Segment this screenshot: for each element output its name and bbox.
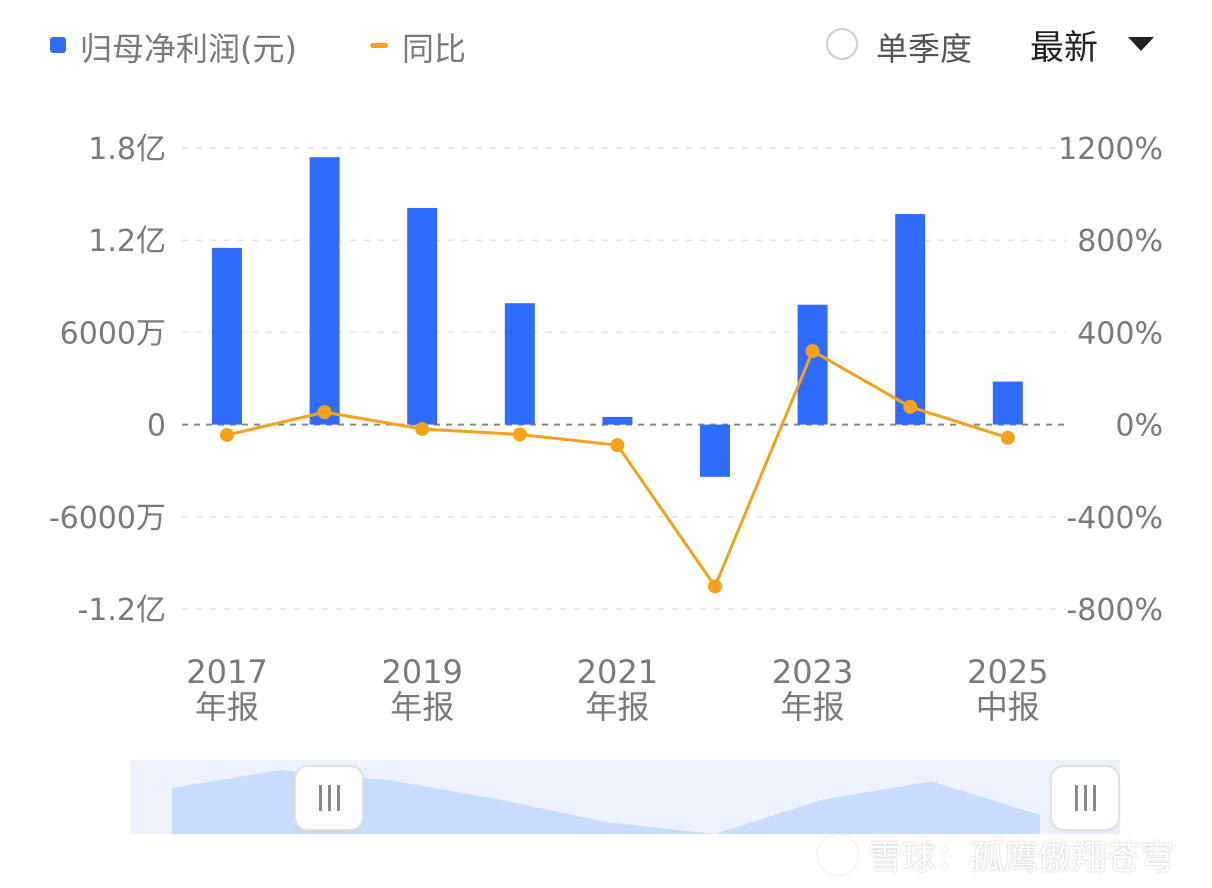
bar [309,157,340,425]
yoy-point [708,579,722,594]
y-right-tick-label: 0% [1115,409,1163,444]
y-left-tick-label: 0 [147,409,166,444]
yoy-point [512,427,527,442]
range-handle-right[interactable] [1050,765,1120,831]
y-left-tick-label: 1.2亿 [88,224,166,259]
bar [700,424,730,477]
x-tick-label: 年报 [390,688,454,726]
x-tick-label: 2023 [772,653,853,691]
yoy-point [610,438,625,453]
x-tick-label: 2017 [186,653,267,691]
chart-canvas: 1.8亿 1.2亿 6000万 0 -6000万 -1.2亿 1200% 800% 400% 0%… [49,132,1163,726]
bar [212,247,242,425]
yoy-point [903,399,918,414]
legend-bar-swatch [50,37,66,53]
bar [504,303,535,425]
y-right-tick-label: 400% [1077,316,1163,351]
bar [992,381,1023,425]
yoy-point [220,427,234,442]
yoy-point [317,405,332,420]
y-right-tick-label: 1200% [1058,132,1163,167]
yoy-point [415,421,430,436]
x-tick-label: 2025 [967,653,1048,691]
x-tick-label: 年报 [781,688,845,726]
y-left-tick-label: -1.2亿 [77,593,166,628]
y-right-tick-label: -400% [1066,501,1163,536]
x-tick-label: 2019 [381,653,462,691]
watermark: 雪球：孤鹰傲翔苍穹 [818,830,1174,879]
y-left-tick-label: 6000万 [60,316,166,351]
range-handle-left[interactable] [294,765,364,831]
x-tick-label: 2021 [577,653,658,691]
chevron-down-icon [1128,37,1154,51]
yoy-point [1000,430,1015,445]
period-select[interactable]: 最新 [1030,22,1154,68]
mini-preview [172,770,1040,834]
bar [602,416,633,425]
y-left-tick-label: -6000万 [49,501,166,536]
x-tick-label: 年报 [195,688,259,726]
range-slider[interactable] [130,760,1120,834]
yoy-point [805,344,820,359]
watermark-text: 雪球：孤鹰傲翔苍穹 [868,838,1174,878]
quarter-radio[interactable] [826,28,858,60]
bar [895,214,926,425]
period-select-label: 最新 [1030,27,1098,68]
bar [797,304,828,425]
x-tick-label: 中报 [976,688,1040,726]
yoy-line [226,348,1009,590]
legend-line-swatch [370,43,388,48]
legend-bar-label[interactable]: 归母净利润(元) [80,30,297,68]
bar [407,207,438,425]
y-right-tick-label: 800% [1077,224,1163,259]
quarter-toggle-label[interactable]: 单季度 [876,30,973,68]
y-left-tick-label: 1.8亿 [88,132,166,167]
xueqiu-logo-icon [818,834,858,875]
mini-area [172,770,1040,834]
x-tick-label: 年报 [585,688,649,726]
legend-line-label[interactable]: 同比 [402,30,467,68]
y-right-tick-label: -800% [1066,593,1163,628]
